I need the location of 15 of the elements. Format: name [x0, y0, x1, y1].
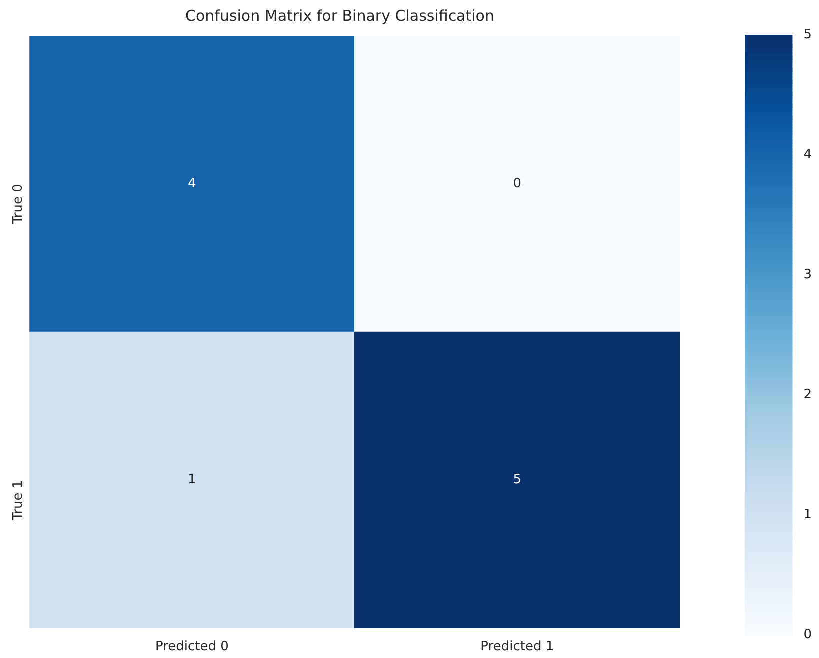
data-label: 4	[188, 176, 196, 192]
color-bar-label: 4	[804, 147, 812, 162]
x-tick-label: Predicted 0	[155, 640, 229, 655]
data-label: 0	[513, 176, 522, 192]
color-bar-label: 3	[804, 267, 812, 282]
x-tick-label: Predicted 1	[480, 640, 554, 655]
color-bar-label: 0	[804, 627, 812, 642]
color-bar-label: 5	[804, 27, 812, 42]
y-tick-label: True 0	[10, 184, 26, 226]
y-tick-label: True 1	[10, 480, 26, 522]
color-bar-label: 1	[804, 507, 812, 522]
color-bar-label: 2	[804, 387, 812, 402]
chart-title: Confusion Matrix for Binary Classification	[186, 6, 494, 25]
data-label: 1	[188, 472, 196, 488]
data-label: 5	[513, 472, 522, 488]
